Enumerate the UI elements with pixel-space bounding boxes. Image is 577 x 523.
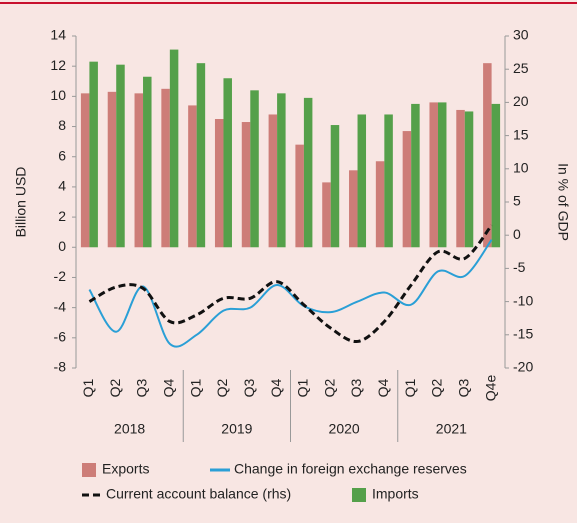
y-tick-label: -6 bbox=[54, 329, 67, 345]
bar bbox=[268, 114, 278, 248]
legend-label: Exports bbox=[102, 461, 149, 477]
bar bbox=[491, 103, 501, 248]
x-tick-label: Q4e bbox=[482, 375, 498, 402]
bar bbox=[107, 91, 117, 248]
bar bbox=[241, 122, 251, 248]
y2-axis-title: In % of GDP bbox=[555, 163, 571, 241]
year-label: 2018 bbox=[114, 421, 145, 437]
bar bbox=[375, 161, 385, 248]
x-tick-label: Q3 bbox=[134, 378, 150, 397]
bar bbox=[134, 93, 144, 248]
y-tick-label: 10 bbox=[50, 87, 66, 103]
bar bbox=[80, 93, 90, 248]
x-tick-label: Q2 bbox=[214, 378, 230, 397]
bar bbox=[169, 49, 179, 248]
y-axis-title: Billion USD bbox=[13, 167, 29, 238]
y2-tick-label: -15 bbox=[513, 326, 533, 342]
legend-swatch bbox=[82, 463, 96, 477]
bar bbox=[437, 102, 447, 248]
y2-tick-label: 20 bbox=[513, 93, 529, 109]
y-tick-label: -2 bbox=[54, 268, 67, 284]
y2-tick-label: 10 bbox=[513, 160, 529, 176]
bar bbox=[250, 90, 259, 248]
bar bbox=[464, 111, 474, 248]
bar bbox=[429, 102, 438, 248]
bar bbox=[411, 103, 420, 248]
bar bbox=[303, 97, 313, 248]
y-tick-label: 2 bbox=[58, 208, 66, 224]
bar bbox=[384, 114, 393, 248]
y2-tick-label: 30 bbox=[513, 27, 529, 43]
bar bbox=[483, 63, 492, 248]
bar bbox=[223, 78, 232, 248]
legend-label: Change in foreign exchange reserves bbox=[234, 461, 467, 477]
bar bbox=[277, 93, 286, 248]
bar bbox=[330, 125, 340, 248]
y-tick-label: -8 bbox=[54, 359, 67, 375]
x-tick-label: Q1 bbox=[295, 378, 311, 397]
y2-tick-label: -5 bbox=[513, 259, 526, 275]
year-label: 2020 bbox=[329, 421, 360, 437]
bar bbox=[196, 63, 206, 248]
bar bbox=[357, 114, 367, 248]
bar bbox=[143, 76, 152, 248]
x-tick-label: Q1 bbox=[80, 378, 96, 397]
legend-label: Imports bbox=[372, 486, 419, 502]
y-tick-label: 14 bbox=[50, 27, 66, 43]
bar bbox=[322, 182, 331, 248]
line-series bbox=[88, 239, 493, 348]
year-label: 2019 bbox=[221, 421, 252, 437]
y2-tick-label: -20 bbox=[513, 359, 533, 375]
bar bbox=[214, 119, 224, 248]
y-tick-label: -4 bbox=[54, 298, 67, 314]
x-tick-label: Q1 bbox=[187, 378, 203, 397]
bar bbox=[188, 105, 197, 248]
line-series bbox=[88, 224, 493, 343]
y-tick-label: 0 bbox=[58, 238, 66, 254]
bar bbox=[456, 109, 465, 248]
y-tick-label: 4 bbox=[58, 178, 66, 194]
x-tick-label: Q2 bbox=[429, 378, 445, 397]
bar bbox=[402, 131, 412, 248]
year-label: 2021 bbox=[436, 421, 467, 437]
x-tick-label: Q4 bbox=[375, 378, 391, 397]
x-tick-label: Q2 bbox=[107, 378, 123, 397]
y-tick-label: 12 bbox=[50, 57, 66, 73]
x-tick-label: Q3 bbox=[348, 378, 364, 397]
y-tick-label: 8 bbox=[58, 117, 66, 133]
y2-tick-label: 15 bbox=[513, 126, 529, 142]
y2-tick-label: 0 bbox=[513, 226, 521, 242]
bar bbox=[349, 170, 358, 248]
bar bbox=[295, 144, 304, 248]
x-tick-label: Q2 bbox=[321, 378, 337, 397]
legend-swatch bbox=[352, 488, 366, 502]
bar bbox=[116, 64, 125, 248]
x-tick-label: Q4 bbox=[268, 378, 284, 397]
bar bbox=[161, 88, 170, 248]
bar bbox=[89, 61, 98, 248]
y-tick-label: 6 bbox=[58, 147, 66, 163]
y2-tick-label: -10 bbox=[513, 292, 533, 308]
x-tick-label: Q3 bbox=[241, 378, 257, 397]
x-tick-label: Q3 bbox=[455, 378, 471, 397]
y2-tick-label: 5 bbox=[513, 193, 521, 209]
x-tick-label: Q1 bbox=[402, 378, 418, 397]
x-tick-label: Q4 bbox=[161, 378, 177, 397]
legend-label: Current account balance (rhs) bbox=[106, 486, 291, 502]
y2-tick-label: 25 bbox=[513, 60, 529, 76]
